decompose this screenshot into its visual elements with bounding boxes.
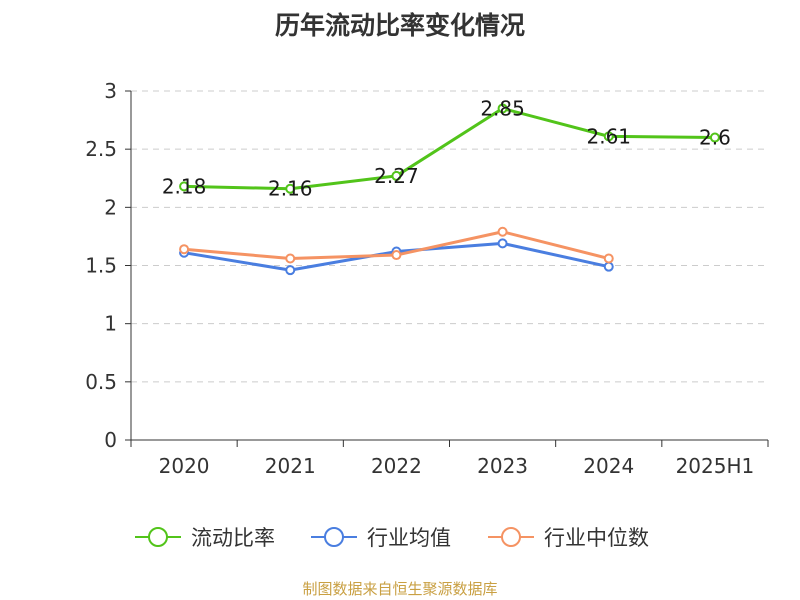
- data-point-3: [179, 244, 190, 255]
- x-tick-label: 2024: [583, 454, 634, 478]
- chart-title: 历年流动比率变化情况: [274, 11, 525, 40]
- x-tick-label: 2025H1: [676, 454, 755, 478]
- legend-marker: [501, 527, 521, 547]
- data-point-2: [603, 261, 614, 272]
- legend-label: 流动比率: [191, 526, 275, 550]
- y-tick-label: 3: [104, 79, 117, 103]
- data-point-1: [709, 132, 720, 143]
- data-label: 2.27: [374, 164, 419, 188]
- data-point-3: [497, 226, 508, 237]
- data-point-2: [285, 265, 296, 276]
- data-point-1: [497, 103, 508, 114]
- data-point-1: [391, 170, 402, 181]
- legend-label: 行业均值: [367, 526, 451, 550]
- x-tick-label: 2023: [477, 454, 528, 478]
- data-point-1: [603, 131, 614, 142]
- data-label: 2.6: [699, 126, 731, 150]
- y-tick-label: 0.5: [85, 370, 117, 394]
- y-tick-label: 1.5: [85, 254, 117, 278]
- data-point-2: [497, 238, 508, 249]
- y-tick-label: 1: [104, 312, 117, 336]
- data-point-1: [285, 183, 296, 194]
- data-point-3: [391, 250, 402, 261]
- data-label: 2.18: [162, 174, 207, 198]
- legend-label: 行业中位数: [544, 526, 649, 550]
- data-label: 2.61: [586, 124, 631, 148]
- x-tick-label: 2022: [371, 454, 422, 478]
- source-footer: 制图数据来自恒生聚源数据库: [302, 580, 498, 598]
- y-tick-label: 0: [104, 428, 117, 452]
- y-tick-label: 2: [104, 195, 117, 219]
- data-label: 2.16: [268, 177, 313, 201]
- data-point-3: [603, 253, 614, 264]
- x-tick-label: 2021: [265, 454, 316, 478]
- legend-marker: [148, 527, 168, 547]
- y-tick-label: 2.5: [85, 137, 117, 161]
- data-label: 2.85: [480, 96, 525, 120]
- x-tick-label: 2020: [159, 454, 210, 478]
- legend-marker: [324, 527, 344, 547]
- data-point-3: [285, 253, 296, 264]
- series-line-1: [184, 106, 715, 191]
- data-point-1: [179, 181, 190, 192]
